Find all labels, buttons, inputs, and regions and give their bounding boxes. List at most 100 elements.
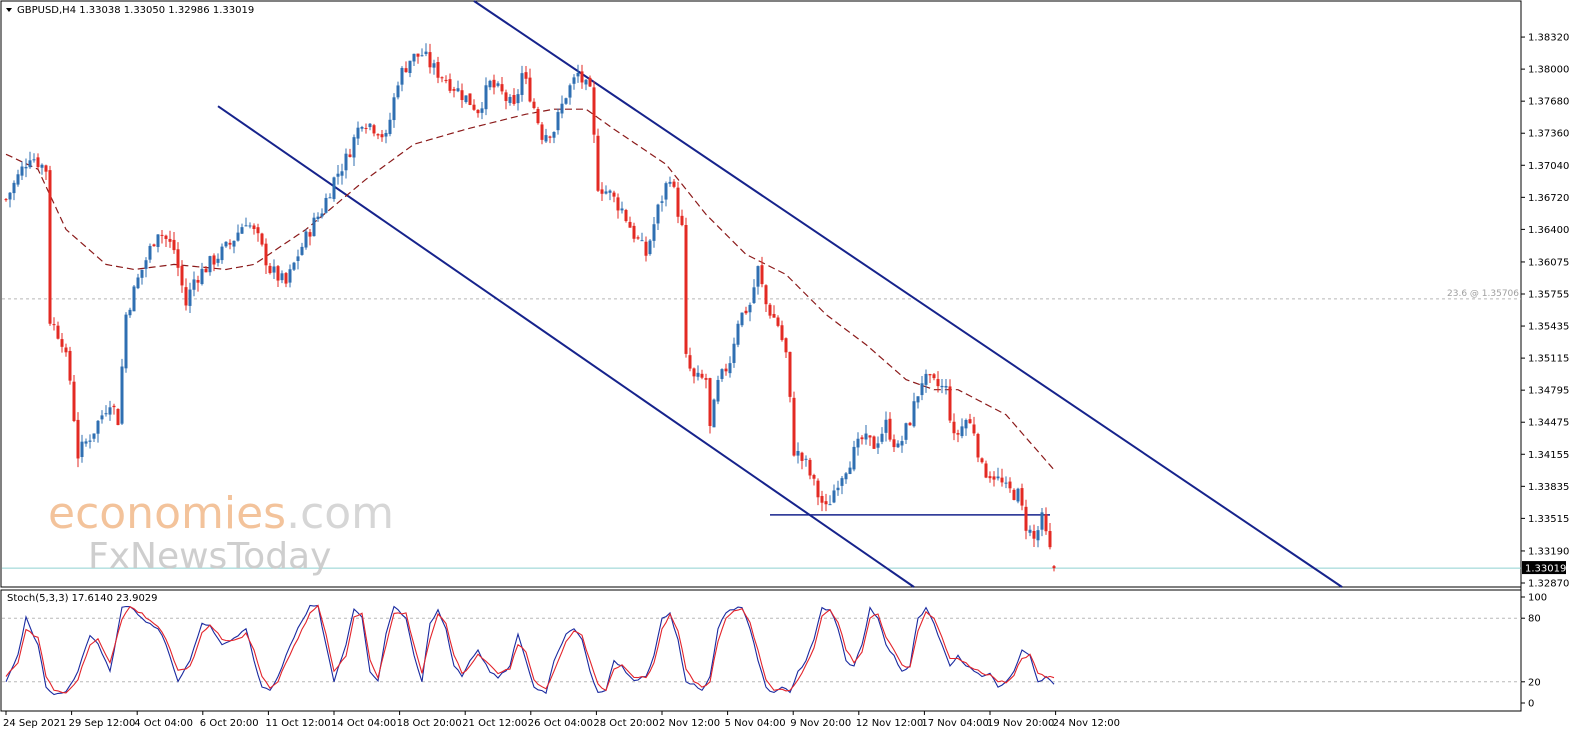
- candle-body: [660, 201, 664, 203]
- candle: [780, 320, 784, 342]
- candle-body: [712, 399, 716, 428]
- candle: [580, 64, 584, 89]
- stoch-tick-label: 20: [1528, 677, 1541, 688]
- candle: [440, 76, 444, 83]
- candle: [364, 123, 368, 134]
- time-tick-label: 12 Nov 12:00: [856, 718, 923, 729]
- candle: [108, 400, 112, 421]
- candle: [268, 263, 272, 275]
- candle-body: [460, 90, 464, 101]
- candle: [896, 440, 900, 448]
- channel-line-upper[interactable]: [473, 0, 1343, 588]
- candle: [372, 123, 376, 137]
- candle-body: [224, 241, 228, 247]
- candle-body: [368, 123, 372, 128]
- candle-body: [692, 368, 696, 377]
- candle-body: [604, 191, 608, 194]
- candle: [1052, 564, 1056, 572]
- candle-body: [952, 421, 956, 434]
- main-panel-frame: [0, 0, 1522, 588]
- candle: [360, 125, 364, 132]
- candle: [708, 377, 712, 434]
- candle-body: [136, 277, 140, 289]
- candle-body: [548, 136, 552, 138]
- candle-body: [716, 379, 720, 402]
- candle: [188, 282, 192, 313]
- candle: [848, 461, 852, 475]
- candle: [456, 80, 460, 93]
- candle-body: [648, 240, 652, 255]
- candle: [220, 243, 224, 264]
- candle: [972, 416, 976, 436]
- price-tick-label: 1.38320: [1528, 33, 1569, 44]
- candle-body: [116, 408, 120, 426]
- candle: [288, 264, 292, 288]
- price-tick-label: 1.37040: [1528, 161, 1569, 172]
- candle-body: [908, 422, 912, 426]
- candle-body: [24, 166, 28, 169]
- candle: [684, 217, 688, 358]
- candle: [248, 222, 252, 229]
- candle-body: [860, 437, 864, 440]
- candle: [688, 347, 692, 372]
- candle: [80, 434, 84, 463]
- candle: [800, 451, 804, 470]
- candle: [332, 176, 336, 202]
- candle-body: [904, 423, 908, 440]
- candle-body: [436, 62, 440, 78]
- candle-body: [1048, 531, 1052, 548]
- candle: [52, 317, 56, 331]
- candle: [20, 161, 24, 181]
- candle: [700, 369, 704, 380]
- price-tick-label: 1.32870: [1528, 578, 1569, 589]
- candle: [396, 81, 400, 100]
- candle-body: [456, 88, 460, 92]
- collapse-triangle-icon[interactable]: [6, 8, 12, 12]
- candle-body: [364, 127, 368, 129]
- candle-body: [232, 240, 236, 247]
- candle-body: [172, 239, 176, 251]
- candle-body: [804, 458, 808, 460]
- candle: [728, 356, 732, 378]
- candle-body: [980, 458, 984, 463]
- candle: [784, 337, 788, 358]
- price-tick-label: 1.33515: [1528, 514, 1569, 525]
- candle: [388, 112, 392, 137]
- candle-body: [64, 347, 68, 353]
- candle-body: [284, 273, 288, 284]
- candle: [796, 442, 800, 464]
- candle-body: [152, 244, 156, 247]
- candle: [704, 373, 708, 389]
- candle: [172, 231, 176, 254]
- candle: [624, 208, 628, 223]
- candle: [612, 190, 616, 203]
- candle: [104, 405, 108, 417]
- candle: [552, 131, 556, 144]
- candle: [448, 73, 452, 94]
- candle-body: [248, 225, 252, 227]
- candle: [296, 249, 300, 270]
- candle-body: [276, 266, 280, 281]
- candle-body: [228, 242, 232, 245]
- candle: [1000, 468, 1004, 487]
- candle: [352, 134, 356, 167]
- candle: [960, 418, 964, 439]
- candle-body: [924, 373, 928, 385]
- candle-body: [44, 165, 48, 172]
- candle-body: [304, 231, 308, 248]
- candle: [376, 133, 380, 140]
- candle: [44, 164, 48, 181]
- candle: [140, 269, 144, 285]
- candle: [336, 165, 340, 185]
- candle-body: [1008, 481, 1012, 489]
- candle-body: [448, 79, 452, 91]
- candle-body: [544, 135, 548, 142]
- candle-body: [764, 285, 768, 305]
- candle-body: [624, 209, 628, 222]
- candle: [1004, 476, 1008, 489]
- candle-body: [40, 164, 44, 168]
- symbol-header: GBPUSD,H4 1.33038 1.33050 1.32986 1.3301…: [17, 5, 254, 16]
- time-tick-label: 4 Oct 04:00: [134, 718, 193, 729]
